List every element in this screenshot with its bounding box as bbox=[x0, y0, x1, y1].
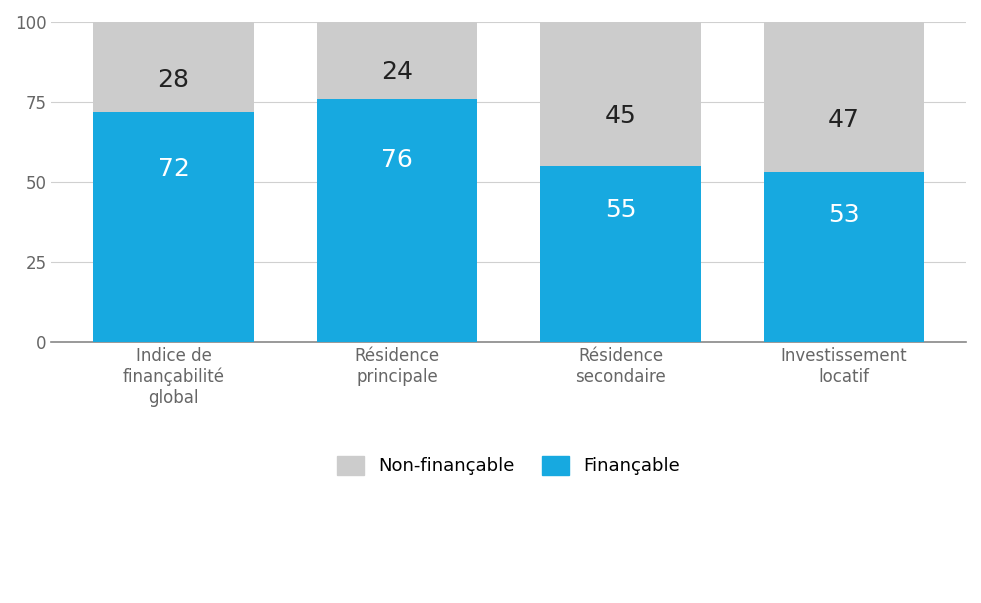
Text: 47: 47 bbox=[828, 108, 860, 131]
Bar bbox=[317, 22, 478, 99]
Bar bbox=[763, 22, 924, 172]
Legend: Non-finançable, Finançable: Non-finançable, Finançable bbox=[328, 447, 690, 484]
Bar bbox=[540, 166, 701, 342]
Text: 28: 28 bbox=[158, 68, 189, 92]
Bar bbox=[763, 172, 924, 342]
Text: 24: 24 bbox=[381, 60, 413, 84]
Text: 72: 72 bbox=[158, 157, 189, 181]
Bar bbox=[540, 22, 701, 166]
Bar bbox=[93, 112, 254, 342]
Text: 76: 76 bbox=[381, 148, 413, 172]
Text: 45: 45 bbox=[604, 104, 637, 128]
Bar bbox=[317, 99, 478, 342]
Text: 55: 55 bbox=[604, 198, 637, 222]
Bar bbox=[93, 22, 254, 112]
Text: 53: 53 bbox=[828, 203, 859, 227]
